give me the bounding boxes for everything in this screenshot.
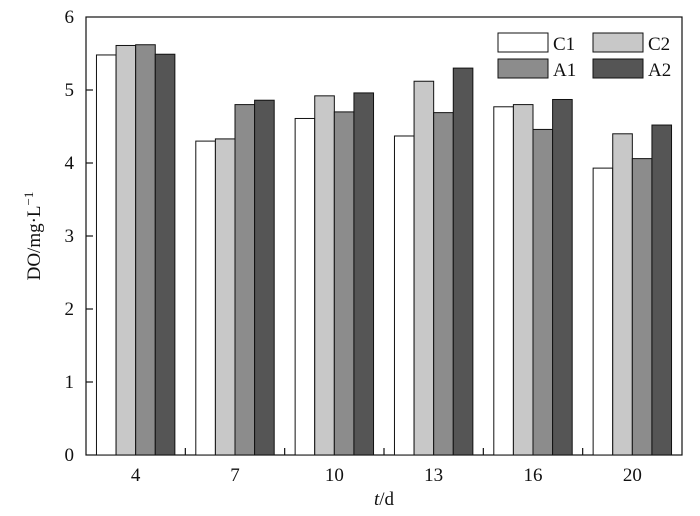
bar-c1-16 [493, 106, 514, 456]
bar-c2-20 [612, 133, 633, 456]
bar-a2-16 [552, 98, 573, 456]
y-tick-label: 3 [65, 226, 75, 247]
bar-c2-7 [214, 138, 236, 456]
bar-a1-7 [234, 104, 256, 456]
legend-label-a2: A2 [648, 60, 671, 81]
x-tick-label: 7 [230, 465, 240, 486]
x-axis-label: t/d [374, 489, 395, 510]
y-tick-label: 5 [65, 80, 75, 101]
bar-c1-10 [294, 117, 316, 456]
legend-label-c1: C1 [553, 34, 575, 55]
bar-a1-4 [135, 44, 156, 456]
bars-group [95, 44, 673, 456]
x-tick-label: 10 [325, 465, 344, 486]
legend-swatch-c2 [592, 32, 644, 53]
legend-swatch-a1 [497, 58, 549, 79]
bar-c1-20 [592, 167, 614, 456]
bar-c1-7 [195, 140, 216, 456]
bar-c2-13 [413, 80, 435, 456]
y-tick-label: 4 [65, 153, 75, 174]
y-tick-label: 2 [65, 299, 75, 320]
x-tick-label: 13 [424, 465, 443, 486]
bar-a1-10 [333, 111, 355, 456]
x-tick-label: 16 [524, 465, 543, 486]
legend-label-c2: C2 [648, 34, 670, 55]
bar-a2-13 [452, 67, 474, 456]
legend-swatch-a2 [592, 58, 644, 79]
bar-c2-16 [512, 104, 534, 456]
bar-c1-4 [95, 54, 117, 456]
bar-a2-20 [651, 124, 673, 456]
bar-c2-10 [314, 95, 335, 456]
x-axis: 4 7 10 13 16 20 [131, 448, 642, 486]
y-tick-label: 6 [65, 7, 75, 28]
x-tick-label: 20 [623, 465, 642, 486]
bar-a1-20 [631, 158, 653, 456]
bar-a1-13 [433, 112, 454, 456]
y-axis: 0 1 2 3 4 5 6 [65, 7, 93, 466]
bar-a2-4 [154, 53, 176, 456]
bar-a2-10 [353, 92, 375, 456]
y-tick-label: 0 [65, 445, 75, 466]
bar-a2-7 [254, 99, 275, 456]
legend-label-a1: A1 [553, 60, 576, 81]
x-tick-label: 4 [131, 465, 141, 486]
y-tick-label: 1 [65, 372, 75, 393]
y-axis-label: DO/mg·L−1 [21, 192, 45, 281]
bar-c2-4 [115, 44, 137, 456]
plot-frame [85, 16, 683, 456]
legend-swatch-c1 [497, 32, 549, 53]
bar-c1-13 [393, 135, 415, 456]
bar-a1-16 [532, 128, 554, 456]
legend: C1 C2 A1 A2 [497, 32, 671, 81]
